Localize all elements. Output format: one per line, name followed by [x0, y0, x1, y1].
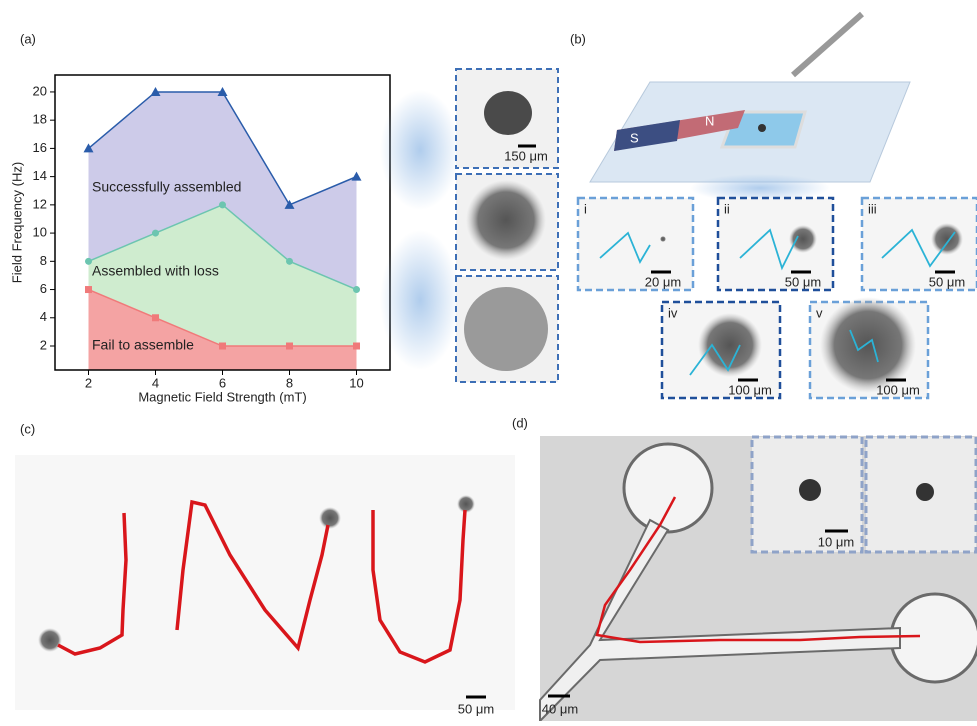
panel-label: (c)	[20, 421, 35, 436]
annotation: Fail to assemble	[92, 337, 194, 353]
x-tick-label: 2	[85, 375, 92, 390]
aggregate	[916, 483, 934, 501]
aggregate	[466, 180, 546, 260]
aggregate	[931, 223, 963, 255]
y-tick-label: 12	[33, 196, 47, 211]
marker	[152, 230, 159, 237]
glow	[380, 230, 460, 370]
y-tick-label: 20	[33, 83, 47, 98]
glow	[380, 90, 460, 210]
y-tick-label: 18	[33, 112, 47, 127]
scale-label: 100 μm	[728, 382, 772, 397]
aggregate	[758, 124, 766, 132]
y-tick-label: 8	[40, 253, 47, 268]
panel-label: (b)	[570, 31, 586, 46]
marker	[286, 258, 293, 265]
setup-illustration: S N	[590, 14, 910, 202]
annotation: Assembled with loss	[92, 263, 219, 279]
magnet-pole: N	[705, 113, 714, 128]
aggregate	[319, 507, 341, 529]
marker	[152, 314, 159, 321]
chamber	[624, 444, 712, 532]
aggregate	[464, 287, 548, 371]
marker	[286, 343, 293, 350]
y-axis-label: Field Frequency (Hz)	[9, 162, 24, 283]
chamber	[891, 594, 977, 682]
aggregate	[660, 236, 666, 242]
scale-label: 10 μm	[818, 534, 854, 549]
channel-panel: 10 μm 40 μm	[540, 436, 977, 721]
scale-label: 100 μm	[876, 382, 920, 397]
micro-images: 150 μm	[380, 69, 558, 382]
marker	[353, 286, 360, 293]
y-tick-label: 16	[33, 140, 47, 155]
y-tick-label: 2	[40, 337, 47, 352]
marker	[85, 286, 92, 293]
inset-label: i	[584, 201, 587, 216]
figure: (a) (b) (c) (d) 2 4 6 8 10 12 14 16 18 20 2 4 6 8 10 Ma…	[0, 0, 977, 721]
aggregate	[38, 628, 62, 652]
annotation: Successfully assembled	[92, 179, 241, 195]
inset-label: ii	[724, 201, 730, 216]
x-tick-label: 4	[152, 375, 159, 390]
background	[15, 455, 515, 710]
aggregate	[789, 225, 817, 253]
inset-label: v	[816, 305, 823, 320]
x-tick-label: 10	[349, 375, 363, 390]
y-tick-label: 6	[40, 281, 47, 296]
syringe	[793, 14, 862, 75]
scale-label: 50 μm	[785, 274, 821, 289]
chart: 2 4 6 8 10 12 14 16 18 20 2 4 6 8 10 Magnetic Field Str…	[9, 75, 390, 404]
scale-label: 50 μm	[929, 274, 965, 289]
jnu-panel: 50 μm	[15, 455, 515, 716]
panel-label: (d)	[512, 415, 528, 430]
marker	[219, 201, 226, 208]
inset-label: iii	[868, 201, 877, 216]
y-tick-label: 10	[33, 225, 47, 240]
marker	[219, 343, 226, 350]
scale-label: 20 μm	[645, 274, 681, 289]
x-tick-label: 6	[219, 375, 226, 390]
x-tick-label: 8	[286, 375, 293, 390]
marker	[352, 172, 362, 181]
scale-label: 150 μm	[504, 148, 548, 163]
magnet-pole: S	[630, 130, 639, 145]
insets: i 20 μm ii 50 μm iii 50 μm iv 100 μm v 100 μm	[578, 198, 977, 398]
y-tick-label: 14	[33, 168, 47, 183]
aggregate	[799, 479, 821, 501]
panel-label: (a)	[20, 31, 36, 46]
aggregate	[484, 91, 532, 135]
marker	[353, 343, 360, 350]
scale-label: 40 μm	[542, 701, 578, 716]
inset-label: iv	[668, 305, 678, 320]
y-tick-label: 4	[40, 309, 47, 324]
scale-label: 50 μm	[458, 701, 494, 716]
x-axis-label: Magnetic Field Strength (mT)	[138, 389, 306, 404]
marker	[85, 258, 92, 265]
